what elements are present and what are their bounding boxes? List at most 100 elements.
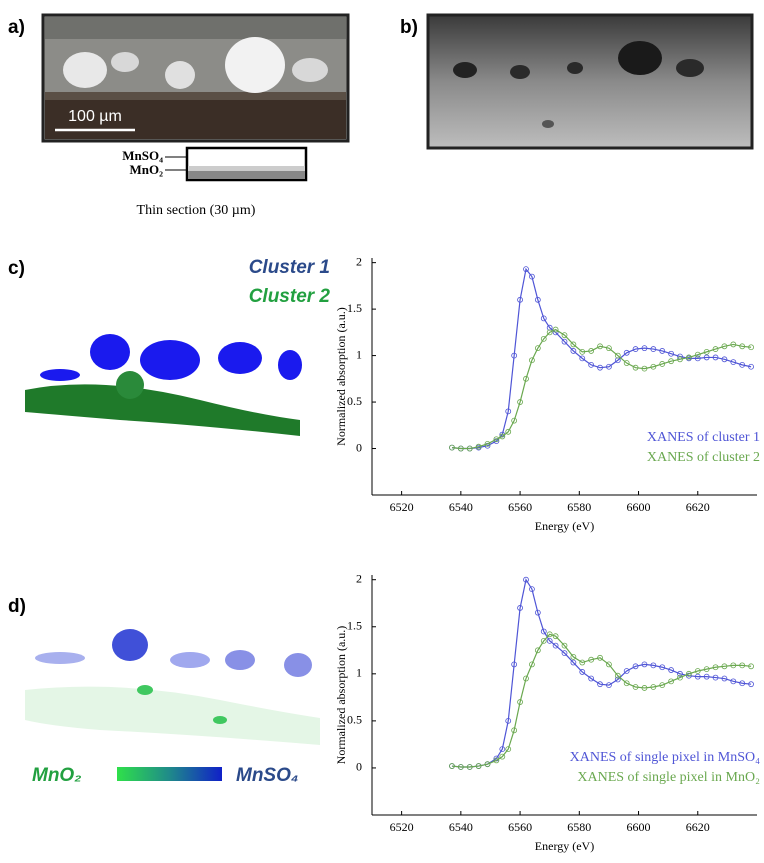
data-point — [650, 363, 657, 370]
data-point — [606, 682, 612, 689]
x-tick-label: 6620 — [686, 500, 710, 514]
data-point — [499, 753, 506, 760]
data-point — [677, 670, 683, 677]
x-tick-label: 6560 — [508, 820, 532, 834]
data-point — [466, 445, 473, 452]
map-legend: Cluster 2 — [249, 286, 331, 307]
data-point — [694, 673, 701, 680]
y-tick-label: 0.5 — [347, 713, 362, 727]
data-point — [614, 672, 621, 679]
data-point — [546, 637, 553, 644]
data-point — [517, 296, 523, 303]
data-point — [632, 346, 639, 352]
data-point — [484, 761, 491, 768]
data-point — [570, 659, 577, 666]
data-point — [677, 356, 683, 363]
data-point — [748, 663, 754, 670]
data-point — [614, 676, 621, 683]
data-point — [641, 661, 648, 668]
data-point — [606, 345, 612, 352]
x-tick-label: 6580 — [567, 820, 591, 834]
caption: Thin section (30 µm) — [137, 203, 256, 218]
panel-label: b) — [400, 17, 418, 38]
data-point — [685, 670, 692, 677]
data-point — [561, 332, 568, 339]
x-tick-label: 6520 — [390, 820, 414, 834]
x-tick-label: 6540 — [449, 500, 473, 514]
data-point — [739, 361, 746, 368]
data-point — [552, 326, 559, 333]
data-point — [739, 680, 746, 687]
data-point — [529, 357, 535, 364]
panel-label: c) — [8, 258, 25, 279]
series-line — [451, 578, 752, 768]
data-point — [499, 433, 506, 440]
data-point — [546, 329, 553, 336]
data-point — [561, 650, 568, 657]
data-point — [730, 341, 737, 348]
y-tick-label: 2 — [356, 571, 362, 585]
data-point — [570, 341, 577, 348]
data-point — [449, 444, 455, 451]
data-point — [659, 348, 666, 354]
pixel-map — [25, 629, 320, 745]
y-tick-label: 1 — [356, 666, 362, 680]
data-point — [632, 663, 639, 670]
data-point — [721, 675, 728, 682]
legend-label: XANES of cluster 1 — [647, 430, 760, 445]
data-point — [511, 661, 518, 668]
data-point — [475, 443, 482, 450]
data-point — [570, 653, 577, 660]
data-point — [641, 345, 648, 352]
data-point — [540, 637, 547, 644]
data-point — [579, 355, 586, 362]
data-point — [606, 661, 612, 668]
data-point — [505, 408, 512, 415]
data-point — [457, 764, 464, 770]
data-point — [623, 349, 630, 356]
y-axis-label: Normalized absorption (a.u.) — [334, 626, 348, 765]
data-point — [540, 335, 547, 342]
data-point — [511, 727, 518, 734]
data-point — [534, 647, 541, 654]
data-point — [511, 352, 518, 359]
image-b — [426, 13, 754, 150]
data-point — [484, 440, 491, 447]
data-point — [493, 757, 500, 764]
data-point — [517, 699, 523, 705]
data-point — [493, 436, 500, 443]
data-point — [685, 354, 692, 361]
data-point — [694, 668, 701, 674]
legend-label: XANES of single pixel in MnSO₄ — [570, 750, 761, 765]
x-tick-label: 6600 — [627, 820, 651, 834]
cluster-map — [25, 334, 302, 436]
data-point — [632, 684, 639, 690]
y-tick-label: 1.5 — [347, 619, 362, 633]
data-point — [523, 266, 529, 273]
data-point — [730, 359, 737, 365]
data-point — [721, 343, 728, 350]
data-point — [546, 631, 553, 638]
x-tick-label: 6560 — [508, 500, 532, 514]
data-point — [730, 662, 737, 669]
series-line — [451, 633, 752, 768]
data-point — [540, 628, 547, 635]
data-point — [529, 661, 535, 668]
data-point — [505, 717, 512, 724]
x-tick-label: 6620 — [686, 820, 710, 834]
data-point — [579, 659, 586, 666]
data-point — [588, 675, 595, 682]
data-point — [668, 667, 675, 673]
data-point — [561, 642, 568, 649]
data-point — [739, 662, 746, 669]
data-point — [579, 348, 586, 355]
y-tick-label: 0 — [356, 760, 362, 774]
data-point — [748, 681, 754, 688]
data-point — [579, 669, 586, 675]
layer-diagram — [165, 146, 308, 182]
data-point — [703, 666, 710, 673]
data-point — [703, 348, 710, 355]
data-point — [721, 663, 728, 670]
data-point — [511, 417, 518, 424]
data-point — [523, 675, 529, 682]
